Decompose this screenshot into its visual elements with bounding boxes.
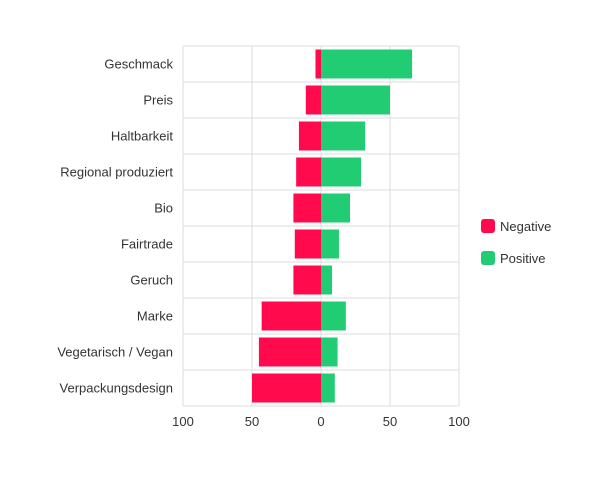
bar-negative[interactable] (298, 121, 321, 151)
category-label: Fairtrade (121, 237, 173, 252)
legend-swatch-positive[interactable] (481, 251, 495, 265)
legend-label-positive: Positive (500, 251, 546, 266)
bar-positive[interactable] (321, 229, 339, 259)
legend: Negative Positive (481, 219, 551, 266)
category-label: Verpackungsdesign (60, 381, 173, 396)
bar-positive[interactable] (321, 49, 413, 79)
category-label: Regional produziert (60, 165, 173, 180)
bar-negative[interactable] (261, 301, 321, 331)
bar-negative[interactable] (293, 265, 321, 295)
bar-negative[interactable] (293, 193, 321, 223)
category-label: Haltbarkeit (111, 129, 174, 144)
bar-positive[interactable] (321, 265, 333, 295)
category-label: Vegetarisch / Vegan (57, 345, 173, 360)
x-tick-label: 0 (317, 414, 324, 429)
x-tick-labels: 100 50 0 50 100 (172, 414, 470, 429)
bar-positive[interactable] (321, 193, 350, 223)
bar-positive[interactable] (321, 85, 390, 115)
category-label: Preis (143, 93, 173, 108)
x-tick-label: 100 (448, 414, 470, 429)
category-label: Bio (154, 201, 173, 216)
x-tick-label: 50 (245, 414, 259, 429)
bar-positive[interactable] (321, 337, 338, 367)
bar-negative[interactable] (258, 337, 321, 367)
bar-positive[interactable] (321, 157, 362, 187)
bar-positive[interactable] (321, 121, 366, 151)
x-tick-label: 100 (172, 414, 194, 429)
category-labels: Geschmack Preis Haltbarkeit Regional produz… (57, 57, 173, 396)
category-label: Geschmack (104, 57, 173, 72)
grid-layer (182, 45, 460, 407)
bar-negative[interactable] (296, 157, 321, 187)
bar-negative[interactable] (315, 49, 321, 79)
x-tick-label: 50 (383, 414, 397, 429)
category-label: Geruch (130, 273, 173, 288)
bar-positive[interactable] (321, 373, 335, 403)
legend-label-negative: Negative (500, 219, 551, 234)
bar-layer (252, 49, 413, 403)
category-label: Marke (137, 309, 173, 324)
bar-negative[interactable] (252, 373, 321, 403)
bar-negative[interactable] (294, 229, 321, 259)
legend-swatch-negative[interactable] (481, 219, 495, 233)
bar-negative[interactable] (305, 85, 321, 115)
bar-positive[interactable] (321, 301, 346, 331)
